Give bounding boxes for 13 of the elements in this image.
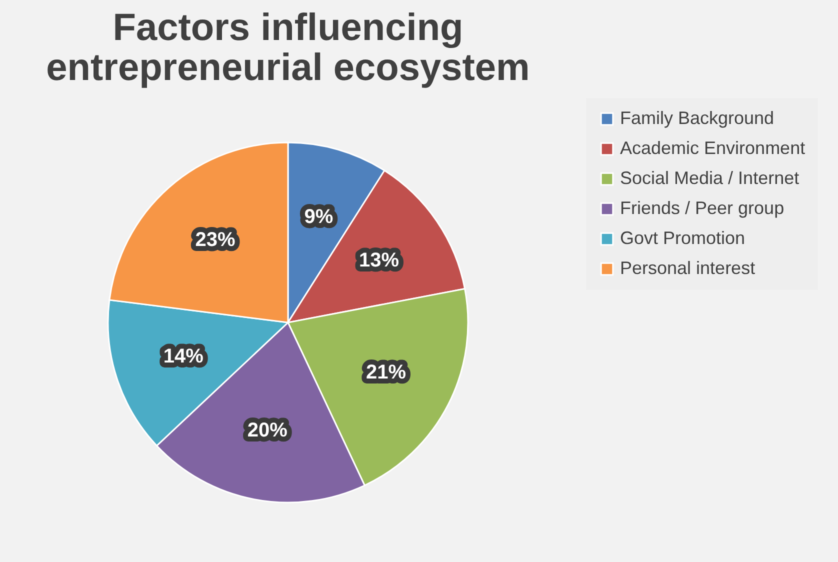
data-label: 20%	[247, 420, 288, 442]
legend-label: Personal interest	[620, 258, 756, 278]
legend-label: Academic Environment	[620, 138, 806, 158]
legend-label: Family Background	[620, 108, 774, 128]
data-label: 9%	[304, 206, 334, 228]
data-label: 21%	[366, 361, 406, 384]
legend-label: Govt Promotion	[620, 228, 746, 248]
legend-label: Social Media / Internet	[620, 168, 800, 188]
data-label: 14%	[163, 345, 204, 368]
data-label: 13%	[358, 250, 400, 272]
data-label: 23%	[195, 228, 236, 251]
legend-label: Friends / Peer group	[620, 198, 784, 218]
chart-title: Factors influencing entrepreneurial ecosystem	[46, 7, 530, 89]
